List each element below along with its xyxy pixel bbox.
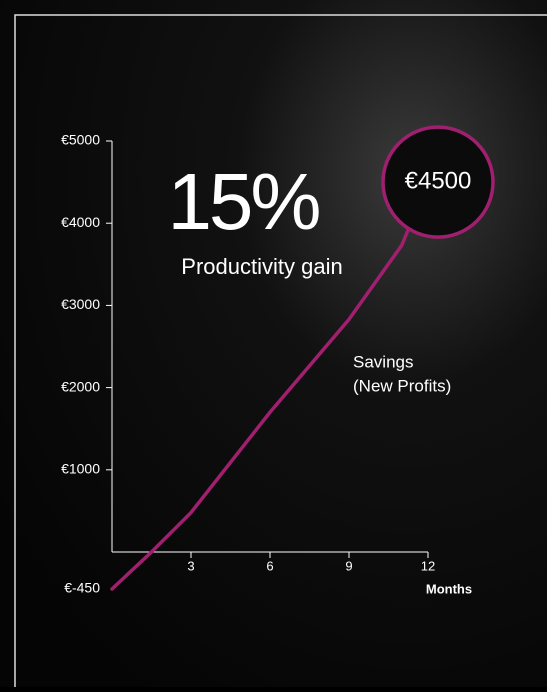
x-tick-label: 6 — [266, 558, 273, 573]
y-tick-label: €5000 — [61, 132, 100, 148]
y-tick-label: €3000 — [61, 296, 100, 312]
x-axis-label: Months — [426, 581, 472, 596]
annotation: (New Profits) — [353, 376, 451, 395]
annotation: Savings — [353, 352, 413, 371]
y-tick-label: €-450 — [64, 580, 100, 596]
value-label: €4500 — [405, 167, 472, 194]
x-tick-label: 9 — [345, 558, 352, 573]
x-tick-label: 3 — [187, 558, 194, 573]
chart: 15% Productivity gain Savings (New Profi… — [0, 0, 547, 687]
y-tick-label: €4000 — [61, 214, 100, 230]
y-tick-label: €1000 — [61, 461, 100, 477]
y-tick-label: €2000 — [61, 378, 100, 394]
subheadline: Productivity gain — [181, 254, 342, 279]
x-tick-label: 12 — [421, 558, 435, 573]
headline: 15% — [167, 157, 319, 246]
